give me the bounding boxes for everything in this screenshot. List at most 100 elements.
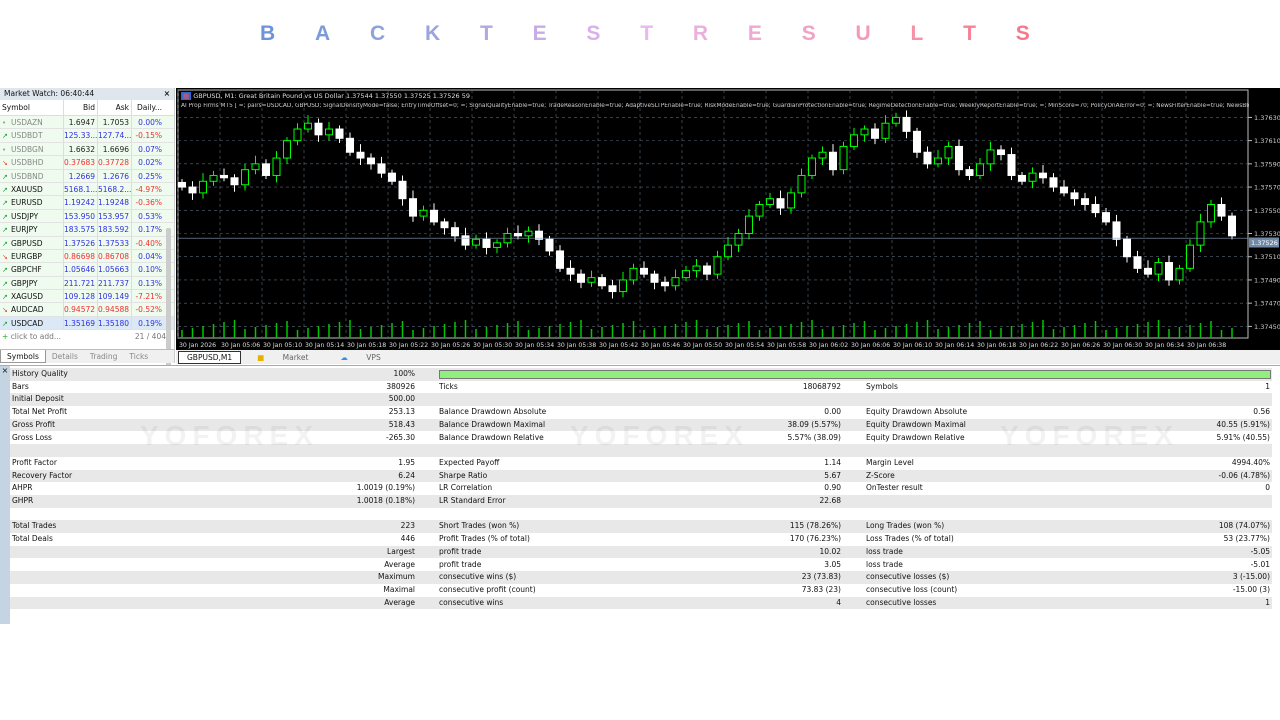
stat-value: 1.0019 (0.19%) [356, 483, 415, 493]
market-watch-tabs: Symbols Details Trading Ticks [0, 349, 174, 363]
price-chart[interactable]: 1.37630 1.37610 1.37590 1.37570 1.37550 1.375… [176, 88, 1280, 350]
stat-label: Bars [12, 381, 29, 391]
symbol-row[interactable]: • USDBGN 1.6632 1.6696 0.07% [0, 142, 174, 157]
bull-candle [860, 128, 869, 136]
stat-value: -5.05 [1250, 546, 1270, 556]
ask-cell: 1.05663 [97, 263, 130, 276]
ask-cell: 1.37533 [97, 236, 130, 249]
symbol-cell: ↗ XAGUSD [0, 290, 63, 302]
stat-label: Short Trades (won %) [439, 521, 520, 531]
stat-label: Symbols [866, 381, 898, 391]
bid-cell: 1.2669 [63, 169, 97, 182]
col-ask[interactable]: Ask [97, 100, 131, 115]
tab-market[interactable]: ■ Market [241, 353, 324, 362]
bear-candle [314, 122, 323, 136]
bear-candle [535, 230, 543, 240]
arrow-up-icon: ↗ [2, 293, 8, 302]
arrow-up-icon: ↗ [2, 172, 8, 181]
tab-gbpusd-m1[interactable]: GBPUSD,M1 [178, 350, 242, 364]
bull-candle [713, 256, 722, 275]
bear-candle [377, 163, 386, 174]
bear-candle [598, 277, 606, 287]
bull-candle [766, 198, 774, 205]
stat-value: -5.01 [1250, 559, 1270, 569]
symbol-row[interactable]: ↗ GBPJPY 211.721 211.737 0.13% [0, 276, 174, 291]
stat-value: 380926 [386, 381, 415, 391]
daily-change-cell: 0.19% [131, 316, 165, 330]
symbol-row[interactable]: ↗ EURJPY 183.575 183.592 0.17% [0, 223, 174, 237]
title-letter: B [260, 22, 276, 45]
tab-ticks[interactable]: Ticks [129, 352, 149, 361]
symbol-cell: ↗ GBPUSD [0, 237, 63, 249]
bull-candle [755, 203, 764, 217]
stat-label: consecutive wins [439, 597, 504, 607]
title-letter: A [314, 22, 331, 45]
tab-details[interactable]: Details [51, 352, 78, 361]
symbol-row[interactable]: ↗ XAUUSD 5168.1... 5168.2... -4.97% [0, 182, 174, 197]
current-price-badge [1249, 237, 1279, 248]
bid-cell: 0.86698 [63, 249, 96, 263]
bear-candle [367, 157, 375, 165]
stat-label: History Quality [12, 369, 68, 378]
symbol-row[interactable]: ↗ USDCAD 1.35169 1.35180 0.19% [0, 316, 174, 331]
bear-candle [871, 128, 879, 139]
bid-cell: 5168.1... [63, 182, 98, 196]
symbol-row[interactable]: ↘ USDBHD 0.37683 0.37728 0.02% [0, 156, 174, 170]
bull-candle [325, 128, 333, 136]
bull-candle [692, 265, 701, 272]
col-daily[interactable]: Daily... [131, 100, 165, 115]
close-icon[interactable]: × [163, 89, 170, 98]
stat-label: Sharpe Ratio [439, 470, 488, 480]
symbol-cell: ↗ EURJPY [0, 223, 63, 235]
symbol-row[interactable]: ↗ EURUSD 1.19242 1.19248 -0.36% [0, 196, 174, 210]
bear-candle [1018, 174, 1026, 182]
title-letter: T [479, 22, 493, 45]
daily-change-cell: 0.17% [131, 223, 165, 236]
stat-label: Equity Drawdown Relative [866, 432, 965, 442]
daily-change-cell: -0.40% [131, 236, 165, 249]
stat-label: Equity Drawdown Absolute [866, 407, 968, 417]
bid-cell: 1.6947 [63, 116, 97, 129]
symbol-row[interactable]: ↗ XAGUSD 109.128 109.149 -7.21% [0, 290, 174, 304]
add-symbol-row[interactable]: + click to add... 21 / 404 [0, 330, 174, 343]
dot-icon: • [2, 119, 7, 127]
stat-value: 446 [400, 534, 415, 544]
bear-candle [1039, 172, 1047, 179]
stat-value: 518.43 [388, 419, 415, 429]
bear-candle [262, 163, 270, 176]
stat-value: -15.00 (3) [1232, 584, 1270, 594]
x-tick-label: 30 Jan 06:02 [809, 342, 848, 349]
bag-icon: ■ [257, 352, 265, 362]
tab-trading[interactable]: Trading [89, 352, 118, 361]
symbol-name: GBPCHF [11, 265, 42, 275]
tab-symbols[interactable]: Symbols [0, 350, 46, 363]
stat-label: Profit Factor [12, 457, 57, 467]
bear-candle [997, 149, 1005, 156]
symbol-row[interactable]: ↗ GBPCHF 1.05646 1.05663 0.10% [0, 263, 174, 277]
stat-value: 1 [1265, 381, 1270, 391]
col-bid[interactable]: Bid [63, 100, 97, 115]
bull-candle [976, 163, 984, 176]
arrow-up-icon: ↗ [2, 132, 8, 141]
symbol-row[interactable]: ↗ USDBND 1.2669 1.2676 0.25% [0, 169, 174, 183]
x-tick-label: 30 Jan 05:50 [683, 342, 722, 349]
title-letter: U [855, 22, 871, 45]
symbol-cell: ↗ XAUUSD [0, 183, 63, 195]
symbol-cell: ↗ USDBND [0, 170, 63, 182]
symbol-name: USDBDT [11, 131, 43, 141]
stat-label: Ticks [439, 381, 458, 391]
symbol-row[interactable]: ↗ USDBDT 125.33... 127.74... -0.15% [0, 129, 174, 143]
symbol-row[interactable]: ↗ USDJPY 153.950 153.957 0.53% [0, 209, 174, 224]
stat-label: consecutive losses ($) [866, 572, 950, 582]
stat-value: 0.56 [1253, 407, 1270, 417]
tab-vps[interactable]: ☁ VPS [324, 353, 396, 362]
symbol-row[interactable]: • USDAZN 1.6947 1.7053 0.00% [0, 116, 174, 130]
symbol-row[interactable]: ↘ EURGBP 0.86698 0.86708 0.04% [0, 249, 174, 264]
stat-value: Average [384, 597, 415, 607]
col-symbol[interactable]: Symbol [2, 103, 30, 112]
symbol-cell: ↘ USDBHD [0, 156, 63, 168]
scrollbar[interactable] [166, 228, 171, 418]
symbol-row[interactable]: ↘ AUDCAD 0.94572 0.94588 -0.52% [0, 303, 174, 317]
symbol-row[interactable]: ↗ GBPUSD 1.37526 1.37533 -0.40% [0, 236, 174, 250]
close-icon[interactable]: × [1, 366, 9, 375]
